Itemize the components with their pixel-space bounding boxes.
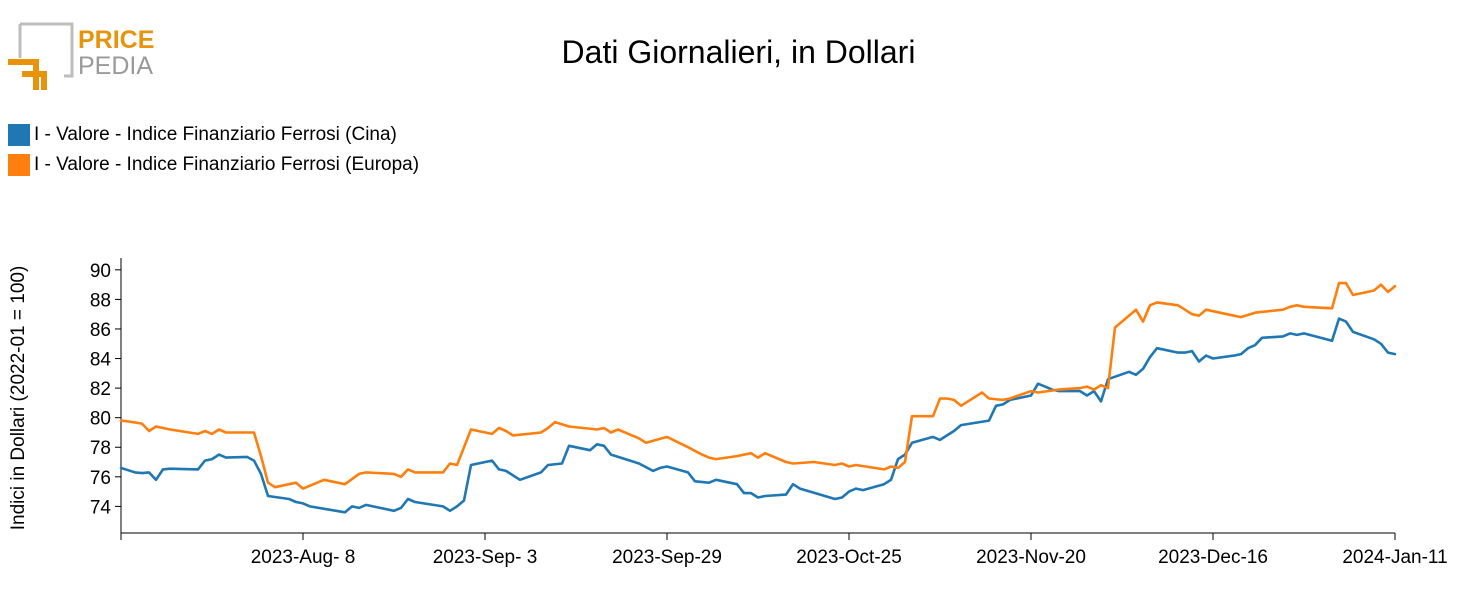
legend-item-cina[interactable]: I - Valore - Indice Finanziario Ferrosi …: [8, 120, 419, 150]
series-layer: [119, 281, 1397, 514]
series-line-cina: [119, 317, 1397, 514]
logo-word-pedia: PEDIA: [78, 52, 153, 80]
series-line-europa: [119, 281, 1397, 490]
pricepedia-logo: PRICE PEDIA: [8, 22, 154, 90]
legend-item-europa[interactable]: I - Valore - Indice Finanziario Ferrosi …: [8, 150, 419, 180]
y-tick-label: 90: [90, 261, 111, 282]
x-tick-label: 2023-Oct-25: [796, 547, 902, 568]
x-axis: 2023-Aug- 8 2023-Sep- 3 2023-Sep-29 2023-Oc…: [120, 532, 1448, 568]
y-tick-label: 84: [90, 350, 112, 371]
legend-swatch-europa: [8, 154, 30, 176]
y-axis: 74 76 78 80 82 84 86 88 90: [90, 258, 122, 533]
y-axis-label: Indici in Dollari (2022-01 = 100): [8, 266, 29, 531]
y-tick-label: 80: [90, 409, 111, 430]
y-tick-label: 78: [90, 438, 111, 459]
y-tick-label: 76: [90, 468, 111, 489]
x-tick-label: 2023-Nov-20: [976, 547, 1086, 568]
chart-legend: I - Valore - Indice Finanziario Ferrosi …: [8, 120, 419, 180]
logo-word-price: PRICE: [78, 26, 154, 54]
legend-label-europa: I - Valore - Indice Finanziario Ferrosi …: [34, 154, 420, 175]
x-tick-label: 2023-Dec-16: [1158, 547, 1268, 568]
x-tick-label: 2024-Jan-11: [1342, 547, 1447, 568]
legend-swatch-cina: [8, 124, 30, 146]
chart-title: Dati Giornalieri, in Dollari: [561, 34, 916, 70]
y-tick-label: 86: [90, 320, 111, 341]
legend-label-cina: I - Valore - Indice Finanziario Ferrosi …: [34, 124, 397, 145]
logo-mark: [8, 22, 74, 90]
x-tick-label: 2023-Sep-29: [612, 547, 722, 568]
x-tick-label: 2023-Sep- 3: [433, 547, 538, 568]
y-tick-label: 82: [90, 379, 111, 400]
y-tick-label: 74: [90, 497, 112, 518]
x-tick-label: 2023-Aug- 8: [251, 547, 356, 568]
y-tick-label: 88: [90, 290, 111, 311]
